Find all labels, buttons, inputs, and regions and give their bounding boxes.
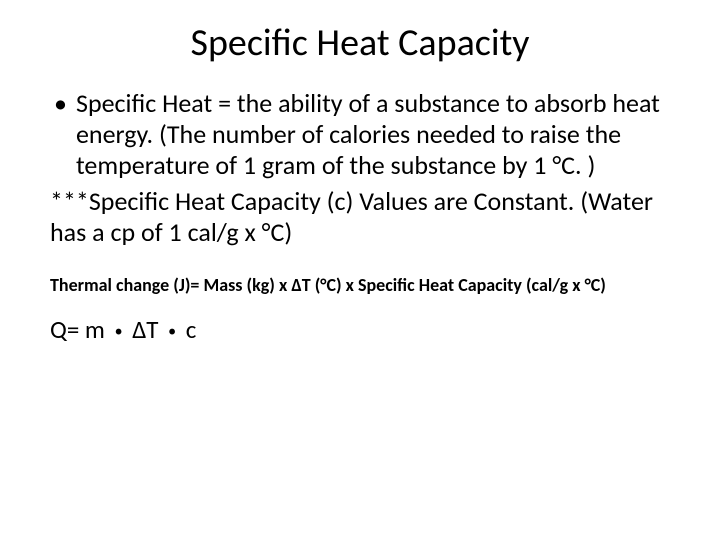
- bullet-definition: Specific Heat = the ability of a substan…: [50, 88, 670, 182]
- formula-rhs: c: [186, 314, 197, 345]
- formula-symbolic: Q= m • ΔT • c: [50, 314, 670, 345]
- dot-icon: •: [164, 322, 180, 341]
- emphasis-line: ***Specific Heat Capacity (c) Values are…: [50, 186, 670, 248]
- slide-container: Specific Heat Capacity Specific Heat = t…: [0, 0, 720, 540]
- dot-icon: •: [111, 322, 127, 341]
- body-list: Specific Heat = the ability of a substan…: [50, 88, 670, 248]
- thermal-equation-words: Thermal change (J)= Mass (kg) x ΔT (°C) …: [50, 274, 670, 296]
- formula-lhs: Q= m: [50, 314, 105, 345]
- slide-title: Specific Heat Capacity: [50, 20, 670, 66]
- formula-mid: ΔT: [132, 314, 158, 345]
